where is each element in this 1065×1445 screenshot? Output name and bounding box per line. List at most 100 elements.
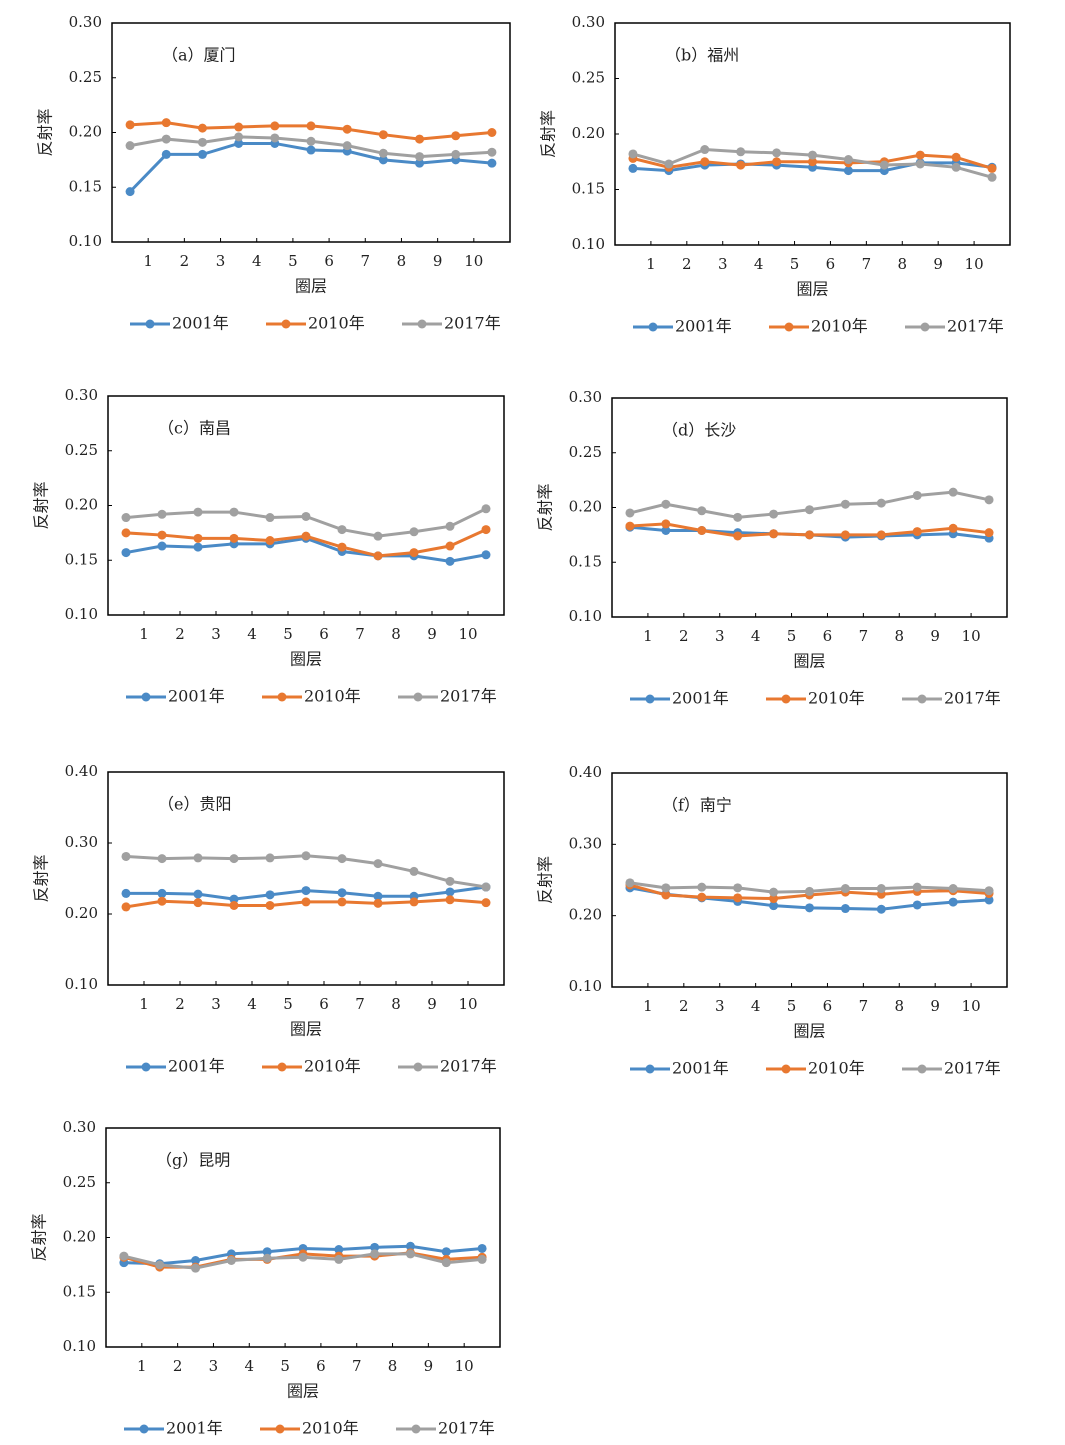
x-tick-label: 9 [930,627,940,645]
point [409,527,419,537]
panel-title: （f）南宁 [662,796,732,815]
point [661,499,671,509]
point [481,898,491,908]
point [948,897,958,907]
x-tick-label: 3 [211,625,221,643]
point [879,160,889,170]
point [197,123,207,133]
y-tick-label: 0.15 [63,1282,96,1300]
y-tick-label: 0.30 [63,1118,96,1136]
x-tick-label: 1 [137,1357,147,1375]
point [912,882,922,892]
x-tick-label: 3 [216,252,226,270]
point [197,149,207,159]
legend-label: 2010年 [304,687,361,706]
point [157,896,167,906]
x-tick-label: 3 [211,995,221,1013]
y-tick-label: 0.10 [572,235,605,253]
x-tick-label: 7 [859,627,869,645]
y-tick-label: 0.20 [69,123,102,141]
point [445,895,455,905]
x-tick-label: 5 [280,1357,290,1375]
y-tick-label: 0.30 [65,386,98,404]
x-tick-label: 6 [823,997,833,1015]
point [487,147,497,157]
y-tick-label: 0.20 [569,906,602,924]
point [915,150,925,160]
y-tick-label: 0.30 [69,13,102,31]
y-tick-label: 0.15 [69,177,102,195]
x-tick-label: 3 [715,997,725,1015]
point [840,884,850,894]
point [808,157,817,167]
legend-marker [917,694,927,704]
point [697,506,707,516]
x-tick-label: 10 [458,625,477,643]
point [769,901,779,911]
x-tick-label: 2 [175,625,185,643]
legend-label: 2001年 [172,314,229,333]
x-axis-label: 圈层 [793,1022,825,1041]
series-line [125,854,487,889]
x-tick-label: 1 [139,625,149,643]
point [337,897,347,907]
y-tick-label: 0.40 [569,763,602,781]
point [451,149,461,159]
x-axis-label: 圈层 [290,650,322,669]
point [191,1263,201,1273]
point [301,851,311,861]
point [805,886,814,896]
y-tick-label: 0.20 [65,496,98,514]
legend-label: 2010年 [808,689,865,708]
legend-label: 2010年 [304,1057,361,1076]
point [912,527,922,537]
y-axis-label: 反射率 [536,856,555,904]
legend-marker [139,1424,149,1434]
x-tick-label: 5 [790,255,800,273]
legend-label: 2010年 [308,314,365,333]
point [193,853,203,863]
point [700,157,710,167]
y-axis-label: 反射率 [536,483,555,531]
point [415,134,425,144]
legend-marker [413,1062,423,1072]
legend-label: 2017年 [440,1057,497,1076]
point [628,163,638,173]
point [984,495,994,505]
y-tick-label: 0.10 [63,1337,96,1355]
point [805,903,814,913]
point [415,152,425,162]
x-tick-label: 1 [143,252,153,270]
point [337,888,347,898]
y-axis-label: 反射率 [32,481,51,529]
point [405,1249,415,1259]
y-tick-label: 0.25 [572,69,605,87]
point [700,145,710,155]
point [805,530,814,540]
point [270,121,280,131]
panel-title: （e）贵阳 [158,795,231,814]
point [915,159,925,169]
point [337,542,347,552]
point [262,1247,272,1257]
point [840,904,850,914]
x-tick-label: 2 [679,627,689,645]
point [808,150,817,160]
x-axis-label: 圈层 [796,280,828,299]
point [733,883,743,893]
point [306,136,316,146]
point [226,1255,236,1265]
y-tick-label: 0.10 [569,977,602,995]
point [625,521,635,531]
x-tick-label: 2 [173,1357,183,1375]
point [409,548,419,558]
point [664,159,674,169]
point [265,513,275,523]
y-tick-label: 0.20 [572,124,605,142]
point [772,157,782,167]
point [121,902,131,912]
point [301,886,311,896]
panel-title: （b）福州 [665,46,739,65]
point [306,121,316,131]
